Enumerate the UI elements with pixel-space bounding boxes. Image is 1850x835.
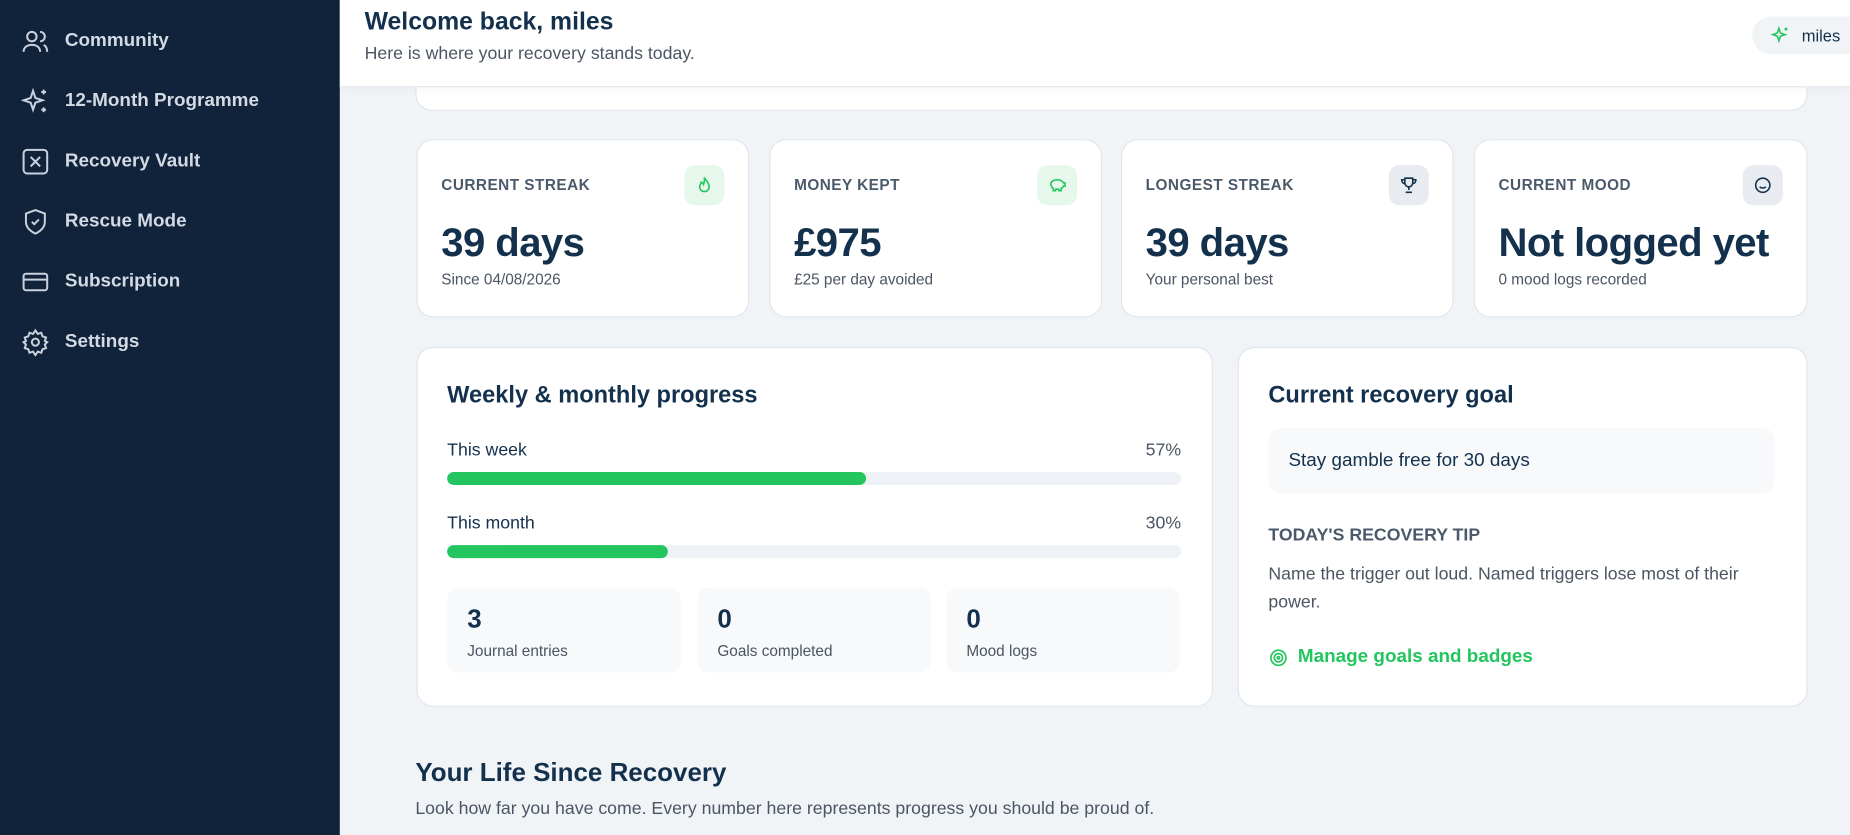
card-title: Weekly & monthly progress	[447, 382, 758, 409]
count-value: 0	[717, 604, 732, 634]
count-label: Mood logs	[966, 641, 1038, 660]
stat-icon	[684, 165, 725, 206]
count-value: 3	[467, 604, 482, 634]
page-subtitle: Here is where your recovery stands today…	[364, 43, 695, 64]
stat-icon	[1037, 165, 1078, 206]
stat-sub: Since 04/08/2026	[441, 270, 561, 288]
count-label: Goals completed	[717, 641, 833, 660]
stat-label: MONEY KEPT	[794, 175, 900, 194]
tip-text: Name the trigger out loud. Named trigger…	[1268, 563, 1739, 613]
section-title: Your Life Since Recovery	[415, 757, 727, 787]
progress-track	[447, 545, 1182, 559]
nav-item[interactable]: Rescue Mode	[0, 198, 340, 245]
stat-label: LONGEST STREAK	[1145, 175, 1294, 194]
stat-label: CURRENT MOOD	[1498, 175, 1632, 194]
user-menu[interactable]: miles	[1752, 16, 1850, 55]
count-label: Journal entries	[467, 641, 568, 660]
nav-item[interactable]: Recovery Vault	[0, 138, 340, 185]
count-value: 0	[966, 604, 981, 634]
stat-card: MONEY KEPT £975 £25 per day avoided	[769, 139, 1103, 318]
bar-label: This month	[447, 513, 535, 534]
nav-label: Recovery Vault	[64, 151, 201, 172]
user-name: miles	[1801, 25, 1841, 45]
bar-value: 30%	[1145, 513, 1182, 534]
stat-card: CURRENT MOOD Not logged yet 0 mood logs …	[1473, 139, 1808, 318]
goal-text: Stay gamble free for 30 days	[1288, 450, 1530, 471]
count-box: 0 Mood logs	[946, 587, 1180, 673]
nav-label: 12-Month Programme	[64, 90, 259, 111]
progress-fill	[447, 545, 668, 559]
stat-sub: Your personal best	[1145, 270, 1274, 288]
progress-card: Weekly & monthly progress This week 57% …	[416, 346, 1213, 707]
stat-sub: £25 per day avoided	[794, 270, 934, 288]
goals-link[interactable]: Manage goals and badges	[1268, 646, 1533, 668]
card-title: Current recovery goal	[1268, 382, 1514, 409]
count-box: 3 Journal entries	[447, 587, 681, 673]
tip-title: TODAY'S RECOVERY TIP	[1268, 525, 1481, 546]
nav-item[interactable]: Community	[0, 18, 340, 65]
nav-item[interactable]: Settings	[0, 319, 340, 366]
stat-sub: 0 mood logs recorded	[1498, 270, 1647, 288]
section-subtitle: Look how far you have come. Every number…	[415, 798, 1155, 819]
link-text: Manage goals and badges	[1297, 646, 1533, 667]
nav-label: Settings	[64, 331, 140, 352]
stat-card: LONGEST STREAK 39 days Your personal bes…	[1120, 139, 1454, 318]
bar-value: 57%	[1145, 440, 1182, 461]
stat-card: CURRENT STREAK 39 days Since 04/08/2026	[416, 139, 750, 318]
page-title: Welcome back, miles	[364, 8, 614, 36]
nav-label: Community	[64, 30, 169, 51]
count-box: 0 Goals completed	[697, 587, 931, 673]
stat-value: £975	[794, 220, 881, 266]
stat-value: Not logged yet	[1498, 220, 1769, 266]
goal-box: Stay gamble free for 30 days	[1268, 428, 1775, 494]
stat-value: 39 days	[441, 220, 585, 266]
nav-item[interactable]: 12-Month Programme	[0, 78, 340, 125]
goal-card: Current recovery goal Stay gamble free f…	[1237, 346, 1808, 707]
header: Welcome back, miles Here is where your r…	[339, 0, 1850, 88]
sidebar: Community 12-Month Programme Recovery Va…	[0, 0, 340, 835]
nav-item[interactable]: Subscription	[0, 258, 340, 305]
progress-track	[447, 471, 1182, 485]
bar-label: This week	[447, 440, 527, 461]
nav-label: Rescue Mode	[64, 211, 187, 232]
progress-fill	[447, 471, 866, 485]
stat-icon	[1742, 165, 1783, 206]
nav-label: Subscription	[64, 271, 181, 292]
stat-value: 39 days	[1145, 220, 1290, 266]
stat-icon	[1388, 165, 1429, 206]
stat-label: CURRENT STREAK	[441, 175, 591, 194]
